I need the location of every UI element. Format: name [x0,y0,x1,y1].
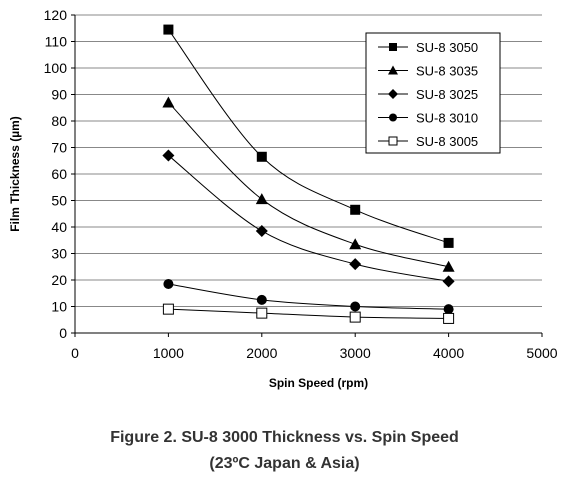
legend-label: SU-8 3025 [416,87,478,102]
y-tick-label: 80 [51,113,67,129]
series-line-3 [168,155,449,282]
legend: SU-8 3050 SU-8 3035 SU-8 3025 SU-8 3010 SU-8… [365,32,501,154]
y-axis-title: Film Thickness (µm) [8,116,22,232]
x-axis-title: Spin Speed (rpm) [269,376,368,390]
legend-marker [388,136,398,146]
data-point [443,312,455,324]
data-point [350,301,361,312]
y-tick-label: 110 [45,34,68,50]
data-point [442,260,455,272]
data-point [442,275,455,288]
y-tick-label: 10 [51,299,67,315]
legend-label: SU-8 3050 [416,40,478,55]
y-tick-label: 120 [44,7,68,23]
data-point [350,204,361,215]
legend-label: SU-8 3010 [416,111,478,126]
figure-caption-line2: (23ºC Japan & Asia) [209,455,360,472]
data-point [349,311,361,323]
data-point [256,294,267,305]
legend-marker [388,89,398,99]
data-point [349,238,362,250]
x-tick-label: 3000 [340,345,371,361]
legend-marker [388,65,398,75]
y-tick-label: 70 [51,140,67,156]
series-layer [162,24,455,324]
y-tick-label: 60 [51,166,67,182]
data-point [162,96,175,108]
series-line-2 [168,102,449,268]
x-tick-label: 2000 [246,345,277,361]
data-point [163,278,174,289]
legend-box [365,32,501,154]
y-tick-label: 50 [51,193,67,209]
series-line-4 [168,283,449,310]
figure-caption-line1: Figure 2. SU-8 3000 Thickness vs. Spin S… [110,429,459,446]
series-line-5 [168,308,449,319]
y-tick-label: 20 [51,272,67,288]
series-line-1 [167,29,449,244]
data-point [349,258,362,271]
data-point [443,304,454,315]
axes: 0 10 20 30 40 50 60 70 80 90 100 110 120 0 1000 2000 300… [8,7,558,390]
x-tick-label: 5000 [526,345,557,361]
data-point [162,303,174,315]
y-tick-label: 30 [51,246,67,262]
data-point [162,149,175,162]
data-point [255,193,268,205]
y-tick-label: 100 [44,60,68,76]
legend-label: SU-8 3005 [416,134,478,149]
x-tick-label: 4000 [433,345,464,361]
data-point [256,151,267,162]
data-point [256,307,268,319]
legend-marker [389,113,397,122]
thickness-chart: 0 10 20 30 40 50 60 70 80 90 100 110 120 0 1000 2000 300… [8,7,558,390]
x-tick-label: 0 [71,345,79,361]
data-point [443,237,454,248]
data-point [255,224,268,237]
y-tick-label: 0 [59,325,67,341]
x-tick-label: 1000 [153,345,184,361]
legend-label: SU-8 3035 [416,64,478,79]
y-tick-label: 40 [51,219,67,235]
y-tick-label: 90 [51,87,67,103]
data-point [163,24,174,35]
legend-marker [389,43,397,51]
